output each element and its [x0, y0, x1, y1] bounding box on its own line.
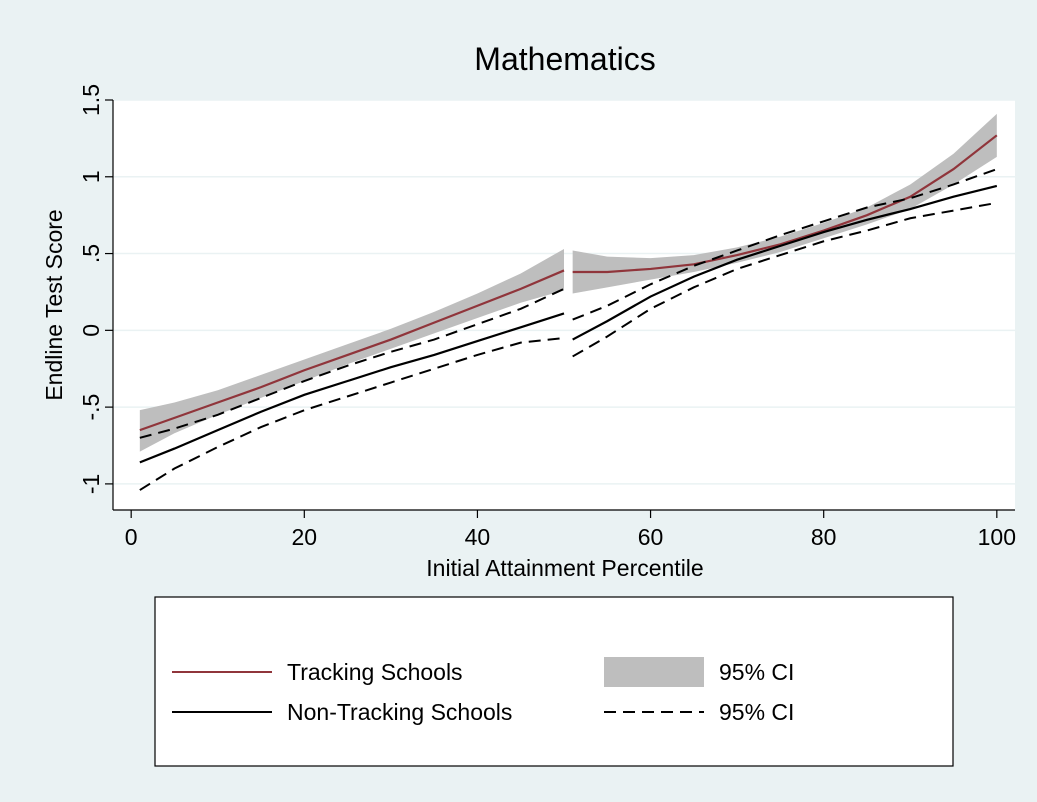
x-tick-label: 60	[638, 524, 664, 550]
y-tick-label: 1	[78, 170, 104, 183]
x-tick-label: 20	[292, 524, 318, 550]
legend-label: 95% CI	[719, 659, 794, 685]
chart-title: Mathematics	[474, 41, 655, 77]
x-axis-title: Initial Attainment Percentile	[426, 555, 703, 581]
x-tick-label: 80	[811, 524, 837, 550]
legend-label: Non-Tracking Schools	[287, 699, 512, 725]
y-axis-title: Endline Test Score	[41, 209, 67, 400]
y-tick-label: 0	[78, 324, 104, 337]
plot-area	[113, 100, 1015, 510]
legend-label: 95% CI	[719, 699, 794, 725]
x-tick-label: 40	[465, 524, 491, 550]
y-tick-label: -1	[78, 474, 104, 494]
series-line	[139, 184, 998, 464]
ci-bound	[139, 201, 997, 491]
x-tick-label: 100	[978, 524, 1016, 550]
legend-label: Tracking Schools	[287, 659, 463, 685]
y-tick-label: .5	[78, 244, 104, 263]
legend-box	[154, 596, 954, 767]
series-line	[139, 134, 998, 432]
ci-bound	[139, 168, 998, 439]
y-tick-label: -.5	[78, 394, 104, 421]
y-tick-label: 1.5	[78, 84, 104, 116]
legend-swatch	[604, 657, 704, 687]
x-tick-label: 0	[125, 524, 138, 550]
